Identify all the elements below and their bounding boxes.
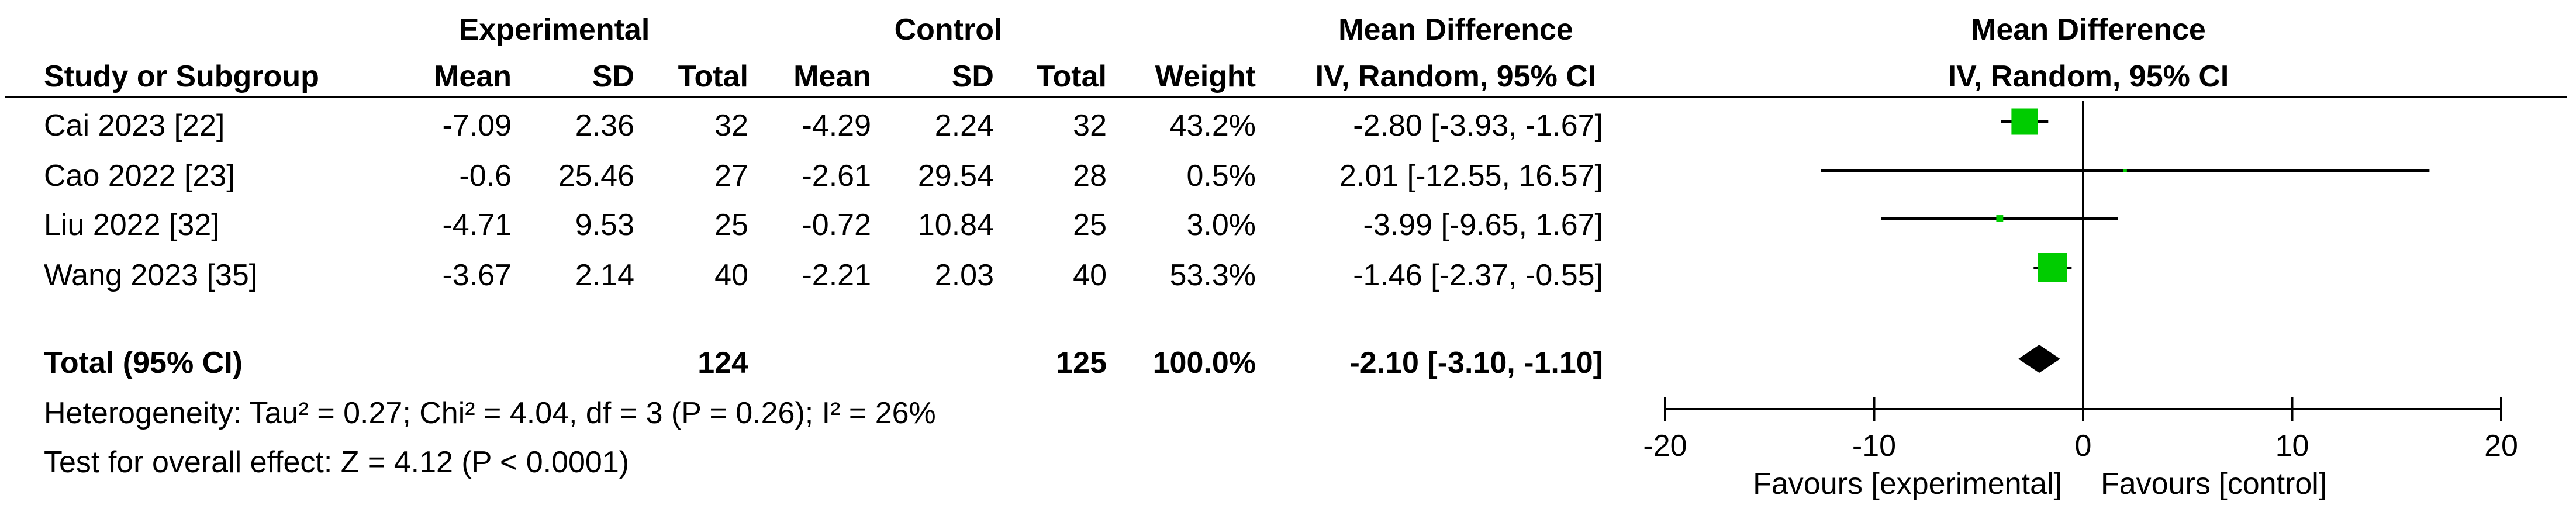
heterogeneity-text: Heterogeneity: Tau² = 0.27; Chi² = 4.04,… <box>44 396 936 430</box>
e-mean: -3.67 <box>442 258 512 292</box>
c-total: 25 <box>1073 208 1107 242</box>
header-md-title: Mean Difference <box>1338 13 1573 47</box>
c-total: 32 <box>1073 109 1107 143</box>
study-point-square <box>2011 108 2038 135</box>
x-tick-label: 0 <box>2075 429 2092 463</box>
e-mean: -7.09 <box>442 109 512 143</box>
forest-plot: -20 -10 0 10 20 Favours [experimental] Favou… <box>1643 101 2518 501</box>
md-ci: -3.99 [-9.65, 1.67] <box>1363 208 1604 242</box>
c-total: 40 <box>1073 258 1107 292</box>
c-sd: 10.84 <box>918 208 994 242</box>
total-label: Total (95% CI) <box>44 346 243 380</box>
study-rows: Cai 2023 [22] -7.09 2.36 32 -4.29 2.24 3… <box>44 109 1603 292</box>
study-point-square <box>2123 169 2127 172</box>
header-weight: Weight <box>1155 60 1256 94</box>
weight: 43.2% <box>1170 109 1256 143</box>
study-name: Cao 2022 [23] <box>44 159 235 193</box>
header-md-method: IV, Random, 95% CI <box>1315 60 1597 94</box>
e-mean: -0.6 <box>459 159 512 193</box>
study-point-square <box>2038 253 2067 282</box>
weight: 0.5% <box>1186 159 1256 193</box>
md-ci: 2.01 [-12.55, 16.57] <box>1339 159 1603 193</box>
header-experimental: Experimental <box>459 13 650 47</box>
x-tick-label: -20 <box>1643 429 1687 463</box>
header-e-sd: SD <box>592 60 634 94</box>
header-c-sd: SD <box>952 60 994 94</box>
header-study: Study or Subgroup <box>44 60 319 94</box>
weight: 3.0% <box>1186 208 1256 242</box>
x-tick-label: 10 <box>2275 429 2309 463</box>
e-sd: 9.53 <box>575 208 634 242</box>
c-mean: -0.72 <box>802 208 871 242</box>
plot-header-method: IV, Random, 95% CI <box>1948 60 2229 94</box>
c-sd: 2.03 <box>935 258 994 292</box>
total-weight: 100.0% <box>1153 346 1256 380</box>
x-axis-ticks: -20 -10 0 10 20 <box>1643 397 2518 463</box>
e-sd: 2.14 <box>575 258 634 292</box>
table-row: Cao 2022 [23] -0.6 25.46 27 -2.61 29.54 … <box>44 159 1603 193</box>
total-c-total: 125 <box>1056 346 1107 380</box>
x-tick-label: -10 <box>1852 429 1896 463</box>
total-e-total: 124 <box>697 346 748 380</box>
c-total: 28 <box>1073 159 1107 193</box>
table-row: Wang 2023 [35] -3.67 2.14 40 -2.21 2.03 … <box>44 258 1603 292</box>
c-mean: -2.61 <box>802 159 871 193</box>
header-c-total: Total <box>1037 60 1107 94</box>
x-tick-label: 20 <box>2484 429 2518 463</box>
c-sd: 29.54 <box>918 159 994 193</box>
overall-effect-text: Test for overall effect: Z = 4.12 (P < 0… <box>44 445 629 479</box>
e-total: 40 <box>714 258 748 292</box>
study-name: Cai 2023 [22] <box>44 109 225 143</box>
table-header: Experimental Control Mean Difference Stu… <box>5 13 2567 98</box>
total-md-ci: -2.10 [-3.10, -1.10] <box>1349 346 1603 380</box>
favours-control-label: Favours [control] <box>2101 467 2327 501</box>
table-row: Liu 2022 [32] -4.71 9.53 25 -0.72 10.84 … <box>44 208 1603 242</box>
c-sd: 2.24 <box>935 109 994 143</box>
plot-header-title: Mean Difference <box>1971 13 2206 47</box>
e-sd: 25.46 <box>558 159 634 193</box>
pooled-diamond <box>2018 345 2060 373</box>
header-e-mean: Mean <box>434 60 512 94</box>
md-ci: -2.80 [-3.93, -1.67] <box>1353 109 1603 143</box>
total-row: Total (95% CI) 124 125 100.0% -2.10 [-3.… <box>44 346 1603 380</box>
e-total: 32 <box>714 109 748 143</box>
table-row: Cai 2023 [22] -7.09 2.36 32 -4.29 2.24 3… <box>44 109 1603 143</box>
md-ci: -1.46 [-2.37, -0.55] <box>1353 258 1603 292</box>
study-name: Wang 2023 [35] <box>44 258 257 292</box>
e-sd: 2.36 <box>575 109 634 143</box>
c-mean: -4.29 <box>802 109 871 143</box>
e-total: 27 <box>714 159 748 193</box>
c-mean: -2.21 <box>802 258 871 292</box>
e-total: 25 <box>714 208 748 242</box>
header-e-total: Total <box>678 60 748 94</box>
e-mean: -4.71 <box>442 208 512 242</box>
favours-experimental-label: Favours [experimental] <box>1753 467 2062 501</box>
study-marks <box>1821 108 2430 282</box>
header-control: Control <box>895 13 1003 47</box>
weight: 53.3% <box>1170 258 1256 292</box>
study-point-square <box>1996 215 2004 222</box>
header-c-mean: Mean <box>793 60 871 94</box>
study-name: Liu 2022 [32] <box>44 208 220 242</box>
